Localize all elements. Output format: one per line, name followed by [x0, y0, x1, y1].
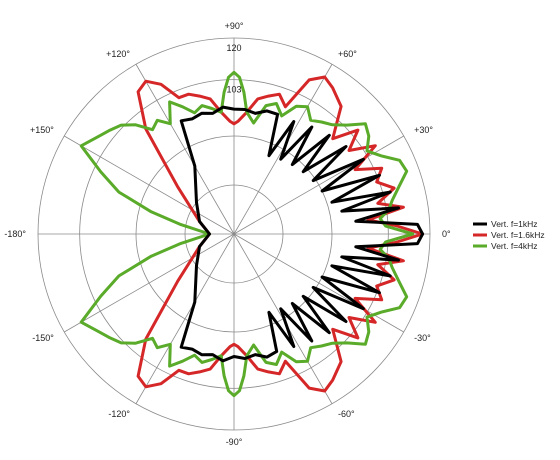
- spoke-line: [135, 64, 235, 235]
- angle-label: -180°: [4, 229, 26, 239]
- angle-label: +150°: [30, 125, 54, 135]
- angle-label: -120°: [108, 409, 130, 419]
- angle-label: 0°: [442, 229, 451, 239]
- angle-labels: 0° +30° +60° +90° +120° +150° -180° -150° -120° -…: [4, 21, 451, 447]
- angle-label: -90°: [226, 437, 243, 447]
- angle-label: -150°: [32, 333, 54, 343]
- angle-label: +90°: [225, 21, 244, 31]
- legend-label: Vert. f=1.6kHz: [491, 230, 545, 240]
- legend-label: Vert. f=1kHz: [491, 219, 538, 229]
- angle-label: +30°: [414, 125, 433, 135]
- radial-tick-label: 120: [226, 43, 241, 53]
- spoke-line: [64, 135, 235, 235]
- angle-label: +60°: [338, 49, 357, 59]
- spoke-line: [135, 233, 235, 404]
- angle-label: +120°: [106, 49, 130, 59]
- angle-label: -30°: [414, 333, 431, 343]
- radial-labels: 103 120: [226, 43, 241, 95]
- series-layer: [79, 70, 425, 398]
- spoke-line: [64, 233, 235, 333]
- radial-tick-label: 103: [226, 85, 241, 95]
- legend-label: Vert. f=4kHz: [491, 241, 538, 251]
- angle-spokes: [38, 38, 430, 430]
- angle-label: -60°: [338, 409, 355, 419]
- series-line-1: [179, 105, 425, 363]
